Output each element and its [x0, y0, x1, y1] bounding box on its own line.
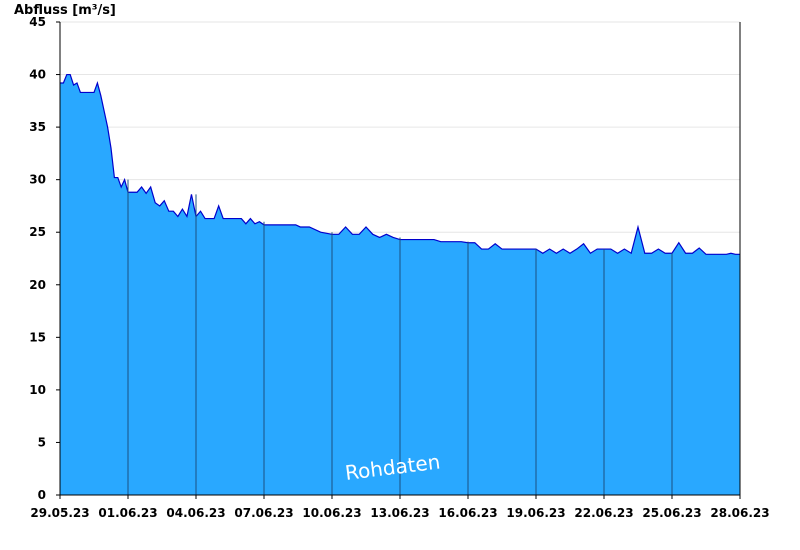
x-tick-label: 29.05.23: [30, 506, 89, 520]
y-tick-label: 0: [38, 488, 46, 502]
date-dividers: [127, 179, 673, 495]
y-tick-label: 45: [29, 15, 46, 29]
x-tick-label: 22.06.23: [574, 506, 633, 520]
x-tick-label: 07.06.23: [234, 506, 293, 520]
x-tick-label: 13.06.23: [370, 506, 429, 520]
y-tick-label: 40: [29, 68, 46, 82]
x-tick-label: 16.06.23: [438, 506, 497, 520]
x-tick-label: 28.06.23: [710, 506, 769, 520]
y-tick-label: 15: [29, 330, 46, 344]
y-tick-label: 20: [29, 278, 46, 292]
y-tick-labels: 0 5 10 15 20 25 30 35 40 45: [29, 15, 46, 502]
y-axis-label: Abfluss [m³/s]: [14, 3, 116, 18]
x-tick-label: 04.06.23: [166, 506, 225, 520]
x-tick-labels: 29.05.23 01.06.23 04.06.23 07.06.23 10.06.23…: [30, 506, 769, 520]
x-tick-label: 01.06.23: [98, 506, 157, 520]
y-tick-label: 35: [29, 120, 46, 134]
x-tick-label: 19.06.23: [506, 506, 565, 520]
x-tick-label: 10.06.23: [302, 506, 361, 520]
y-tick-label: 25: [29, 225, 46, 239]
axes: [56, 21, 741, 499]
y-tick-label: 5: [38, 435, 46, 449]
x-tick-label: 25.06.23: [642, 506, 701, 520]
y-tick-label: 30: [29, 173, 46, 187]
series-line: [60, 73, 740, 255]
y-tick-label: 10: [29, 383, 46, 397]
